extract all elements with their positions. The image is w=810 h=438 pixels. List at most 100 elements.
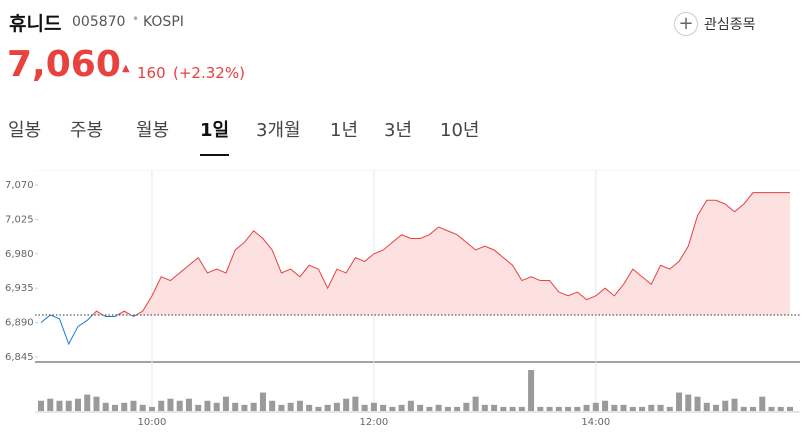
volume-bar	[222, 396, 229, 411]
x-tick-label: 10:00	[138, 417, 167, 428]
volume-bar	[250, 402, 257, 411]
volume-bar	[666, 406, 673, 411]
volume-bar	[84, 394, 91, 411]
y-tick-label: 6,845	[5, 352, 34, 363]
volume-bar	[731, 398, 738, 411]
volume-bar	[47, 398, 54, 411]
volume-bar	[352, 396, 359, 411]
tab[interactable]: 3개월	[256, 120, 301, 141]
volume-bar	[768, 406, 775, 411]
volume-bar	[444, 406, 451, 411]
volume-bar	[750, 406, 757, 411]
volume-bar	[472, 396, 479, 411]
volume-bar	[435, 404, 442, 411]
volume-bar	[278, 404, 285, 411]
volume-bar	[148, 406, 155, 411]
change-pct: (+2.32%)	[173, 64, 245, 82]
up-arrow: ▲	[122, 63, 130, 74]
volume-bar	[361, 404, 368, 411]
volume-bar	[417, 404, 424, 411]
volume-bar	[657, 404, 664, 411]
volume-bar	[620, 404, 627, 411]
volume-bar	[102, 402, 109, 411]
volume-bar	[426, 406, 433, 411]
volume-bar	[491, 404, 498, 411]
volume-bar	[38, 400, 44, 411]
volume-bar	[65, 400, 72, 411]
volume-bar	[592, 402, 599, 411]
y-tick-label: 7,025	[5, 214, 34, 225]
volume-bar	[407, 400, 414, 411]
volume-bar	[537, 406, 544, 411]
volume-bar	[56, 400, 63, 411]
price-line	[49, 192, 790, 315]
volume-bar	[139, 404, 146, 411]
y-tick-label: 6,935	[5, 283, 34, 294]
stock-name: 휴니드	[9, 13, 62, 35]
volume-bar	[232, 402, 239, 411]
volume-bar	[204, 400, 211, 411]
volume-bar	[740, 406, 747, 411]
add-icon[interactable]: +	[674, 12, 698, 36]
volume-bar	[546, 406, 553, 411]
volume-bar	[370, 402, 377, 411]
volume-bar	[213, 402, 220, 411]
volume-bar	[380, 404, 387, 411]
tab[interactable]: 주봉	[70, 120, 104, 141]
volume-bar	[121, 402, 128, 411]
volume-bar	[74, 398, 81, 411]
volume-bar	[555, 406, 562, 411]
stock-code: 005870	[72, 14, 126, 30]
x-tick-label: 14:00	[581, 417, 610, 428]
watch-button[interactable]: 관심종목	[704, 17, 756, 33]
volume-bar	[389, 406, 396, 411]
volume-bar	[676, 392, 683, 411]
market: KOSPI	[143, 14, 184, 30]
volume-bar	[259, 392, 266, 411]
volume-bar	[481, 404, 488, 411]
tab[interactable]: 1년	[330, 120, 359, 141]
tab[interactable]: 3년	[384, 120, 413, 141]
volume-bar	[574, 406, 581, 411]
price-area	[92, 192, 790, 315]
volume-bar	[287, 402, 294, 411]
volume-bar	[722, 400, 729, 411]
tab[interactable]: 월봉	[136, 120, 170, 141]
volume-bar	[648, 404, 655, 411]
volume-bar	[759, 396, 766, 411]
volume-bar	[315, 406, 322, 411]
tab[interactable]: 1일	[200, 116, 230, 156]
volume-bar	[602, 400, 609, 411]
volume-bar	[583, 404, 590, 411]
volume-bar	[518, 406, 525, 411]
volume-bar	[703, 402, 710, 411]
volume-bar	[639, 406, 646, 411]
tab[interactable]: 10년	[440, 120, 480, 141]
volume-bar	[269, 400, 276, 411]
current-price: 7,060	[7, 44, 121, 85]
volume-bar	[176, 400, 183, 411]
volume-bar	[787, 406, 793, 411]
volume-bar	[167, 398, 174, 411]
volume-bar	[158, 400, 165, 411]
volume-bar	[509, 406, 516, 411]
volume-bar	[629, 406, 636, 411]
volume-bar	[611, 404, 618, 411]
volume-bar	[528, 370, 535, 411]
volume-bar	[685, 394, 692, 411]
volume-bar	[306, 404, 313, 411]
volume-bar	[195, 404, 202, 411]
volume-bar	[324, 404, 331, 411]
tab[interactable]: 일봉	[8, 120, 42, 141]
chart: 6,845 6,890 6,935 6,980 7,025 7,070 10:00 12:00…	[5, 170, 800, 428]
y-tick-label: 7,070	[5, 180, 34, 191]
volume-bar	[130, 400, 137, 411]
y-tick-label: 6,890	[5, 318, 34, 329]
volume-bar	[463, 402, 470, 411]
volume-bar	[296, 400, 303, 411]
separator: •	[132, 12, 140, 26]
volume-bar	[185, 398, 192, 411]
volume-bar	[500, 406, 507, 411]
volume-bar	[93, 396, 100, 411]
